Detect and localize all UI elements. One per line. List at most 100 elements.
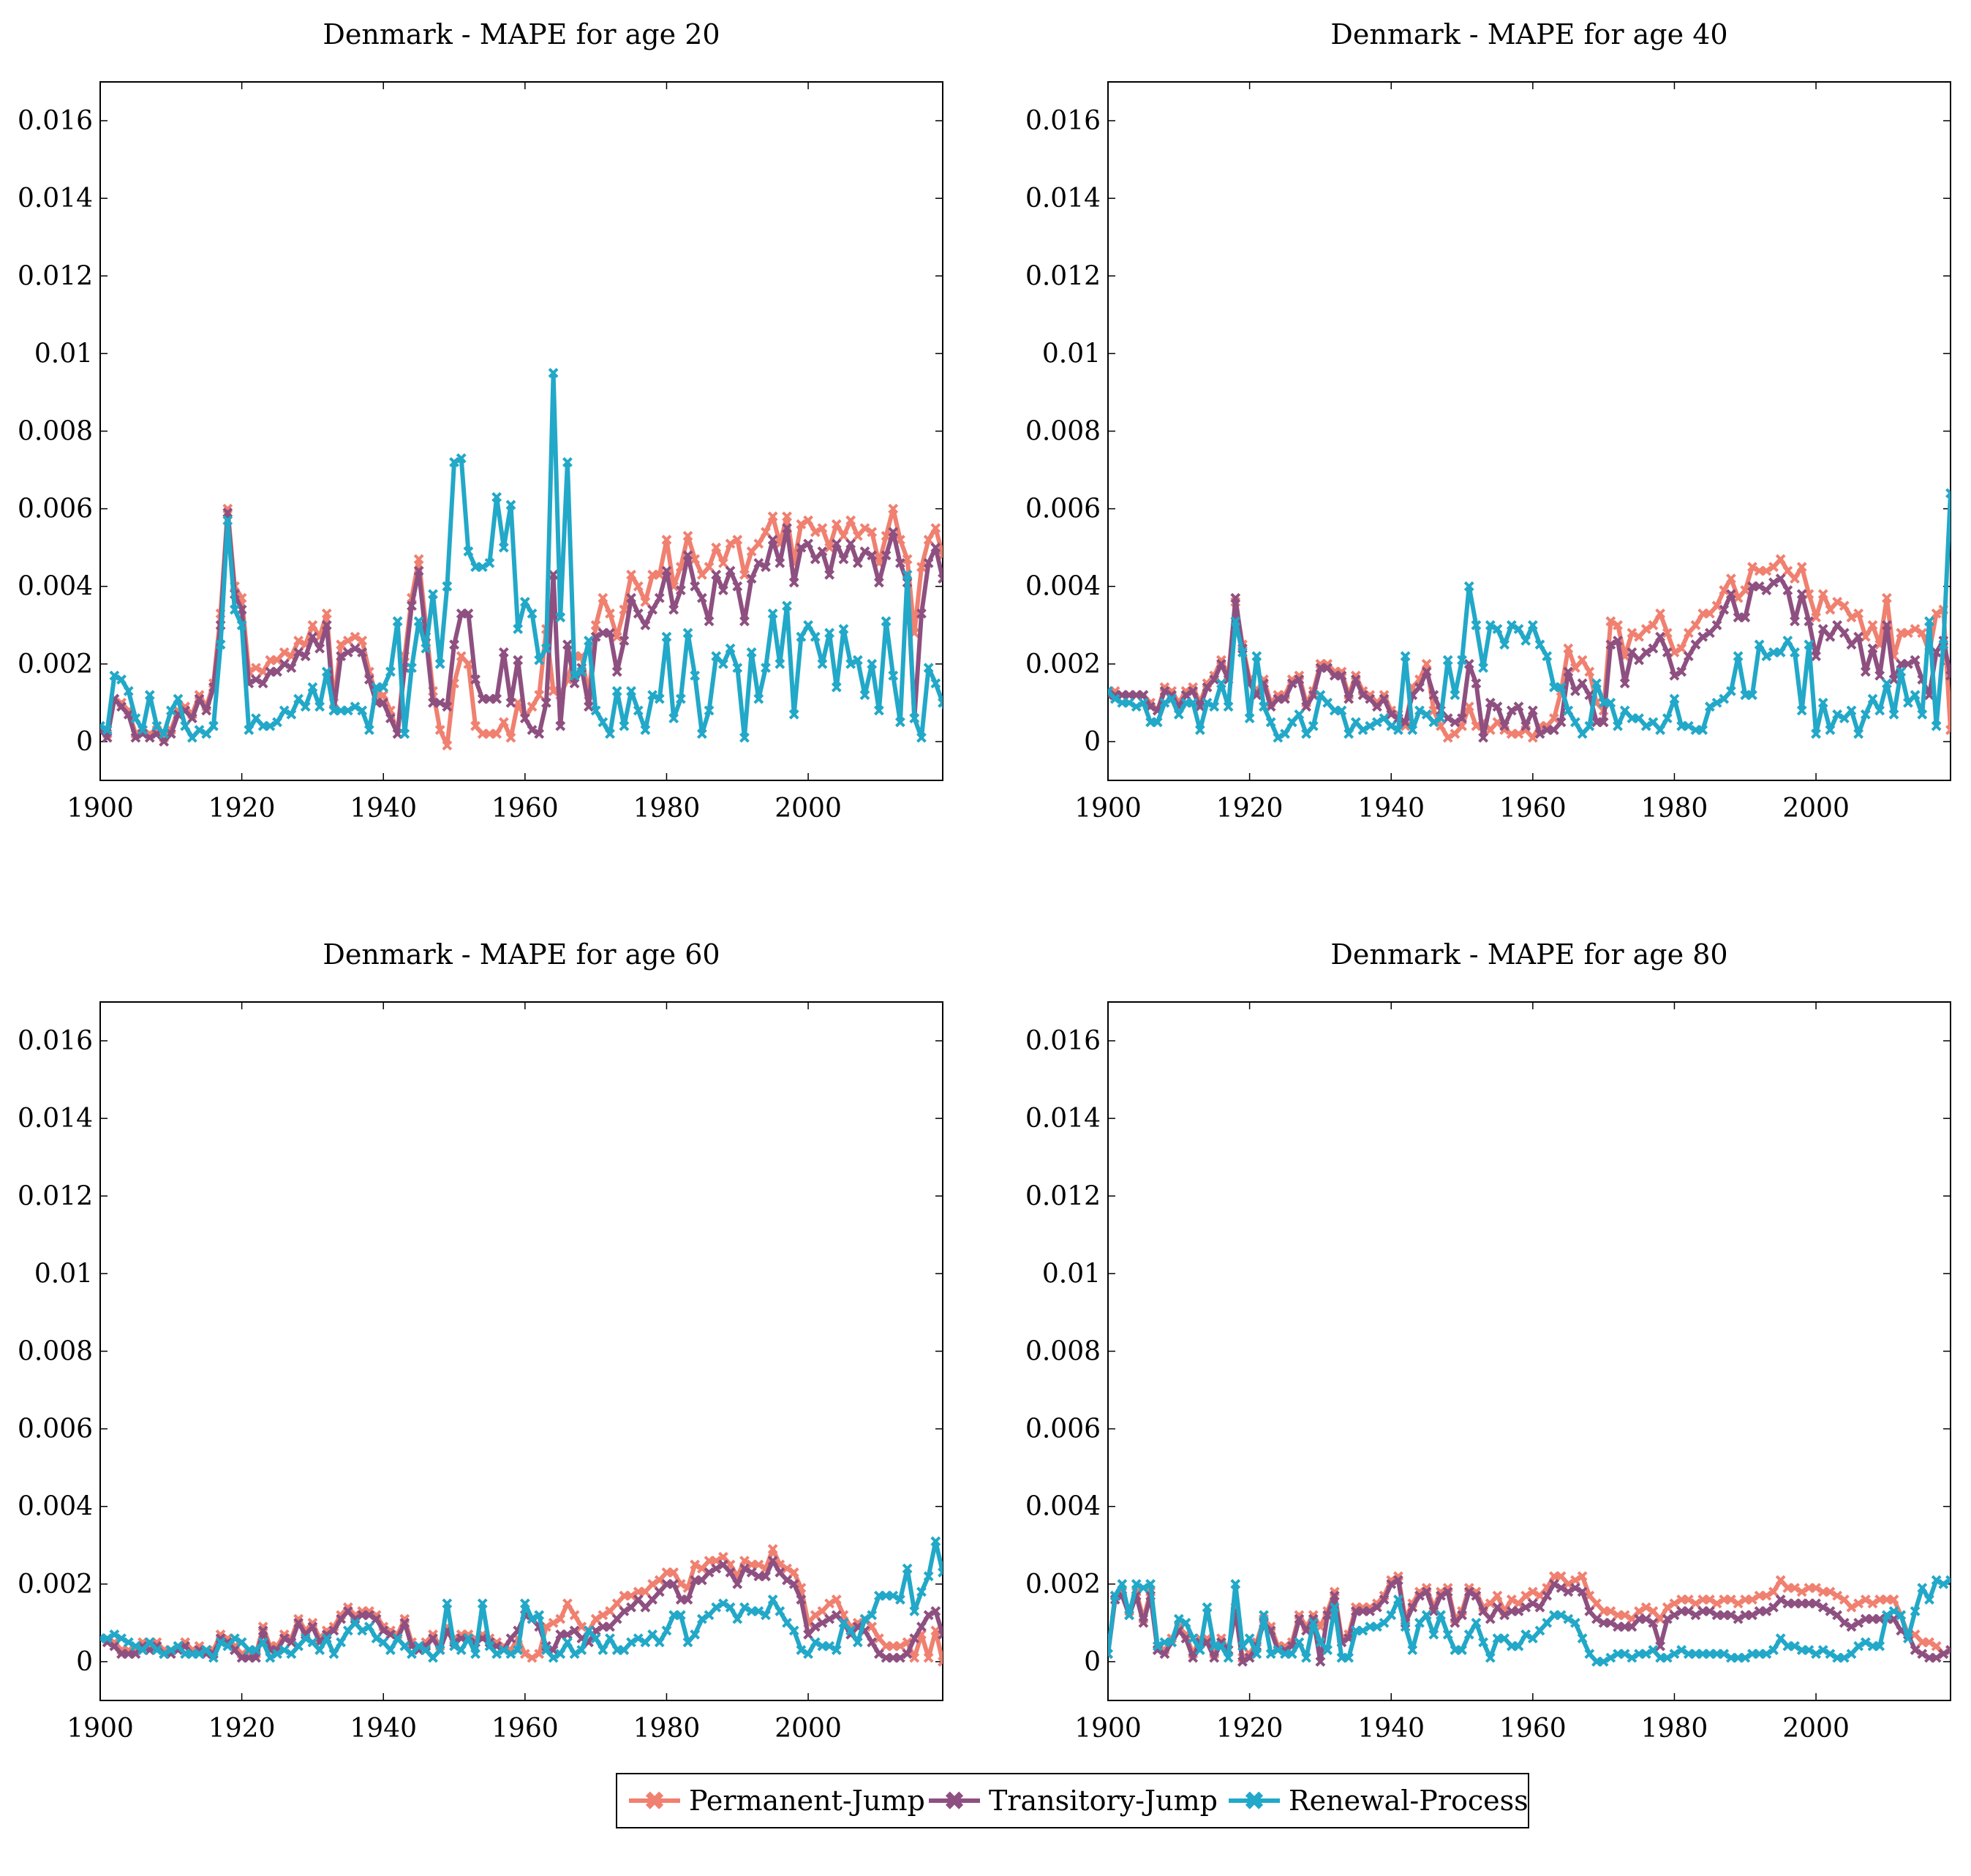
y-tick-label: 0.01 xyxy=(34,1259,93,1289)
data-point xyxy=(605,728,615,739)
data-point xyxy=(562,1598,573,1609)
data-point xyxy=(1697,725,1708,735)
data-point xyxy=(421,1645,431,1655)
data-point xyxy=(782,1617,792,1628)
data-point xyxy=(456,651,467,662)
data-point xyxy=(803,515,813,526)
data-point xyxy=(859,690,870,701)
data-point xyxy=(378,697,389,708)
data-point xyxy=(1463,658,1474,669)
data-point xyxy=(293,693,304,704)
data-point xyxy=(208,720,219,731)
data-point xyxy=(1711,697,1722,708)
data-point xyxy=(1173,709,1184,720)
data-point xyxy=(1662,1613,1673,1624)
y-tick-label: 0.016 xyxy=(1025,1026,1101,1056)
data-point xyxy=(1846,1602,1857,1613)
data-point xyxy=(930,1625,941,1636)
data-point xyxy=(1640,1613,1651,1624)
data-point xyxy=(576,1621,587,1632)
panel-title: Denmark - MAPE for age 60 xyxy=(323,938,720,971)
data-point xyxy=(1457,713,1467,724)
data-point xyxy=(230,1645,240,1655)
data-point xyxy=(1223,701,1234,712)
x-tick-label: 1980 xyxy=(633,1714,701,1744)
y-tick-label: 0.016 xyxy=(18,106,93,136)
data-point xyxy=(640,597,651,607)
y-tick-label: 0.014 xyxy=(1025,184,1101,214)
data-point xyxy=(1896,1610,1907,1621)
panel-title: Denmark - MAPE for age 40 xyxy=(1330,18,1727,50)
data-point xyxy=(711,1602,722,1613)
y-tick-label: 0.012 xyxy=(1025,261,1101,291)
data-point xyxy=(1570,1617,1580,1628)
data-point xyxy=(1563,1613,1574,1624)
data-point xyxy=(385,1629,396,1640)
data-point xyxy=(272,717,282,728)
legend-marker: ✖ xyxy=(1244,1787,1265,1816)
data-point xyxy=(1839,600,1850,611)
data-point xyxy=(1634,1606,1644,1616)
data-point xyxy=(1542,651,1553,662)
data-point xyxy=(1407,1602,1418,1613)
data-point xyxy=(1436,720,1446,731)
y-tick-label: 0.006 xyxy=(18,494,93,524)
data-point xyxy=(711,1556,722,1566)
data-point xyxy=(477,1598,488,1609)
data-point xyxy=(717,1598,728,1609)
data-point xyxy=(342,705,353,716)
data-point xyxy=(1436,1590,1446,1601)
data-point xyxy=(1414,1617,1425,1628)
data-point xyxy=(647,1594,658,1605)
data-point xyxy=(1450,690,1461,701)
data-point xyxy=(279,658,290,669)
data-point xyxy=(1244,713,1255,724)
data-point xyxy=(938,1567,943,1578)
data-point xyxy=(1945,670,1951,681)
data-point xyxy=(1152,717,1163,728)
data-point xyxy=(1704,1606,1715,1616)
data-point xyxy=(1167,693,1177,704)
data-point xyxy=(513,624,524,634)
data-point xyxy=(1478,663,1488,674)
data-point xyxy=(902,1563,913,1574)
data-point xyxy=(654,1575,665,1586)
data-point xyxy=(1839,628,1850,638)
series-markers-renewal-process xyxy=(1108,488,1951,743)
data-point xyxy=(1513,624,1524,634)
data-point xyxy=(788,1625,799,1636)
series-markers-transitory-jump xyxy=(1108,573,1951,743)
data-point xyxy=(1499,1633,1510,1644)
data-point xyxy=(1669,1649,1680,1660)
data-point xyxy=(1265,1649,1276,1660)
data-point xyxy=(1280,693,1290,704)
x-tick-label: 2000 xyxy=(775,1714,842,1744)
data-point xyxy=(711,542,722,553)
data-point xyxy=(810,527,821,538)
y-tick-label: 0.002 xyxy=(1025,1570,1101,1600)
data-point xyxy=(916,732,927,743)
data-point xyxy=(569,1649,580,1660)
data-point xyxy=(647,1578,658,1589)
series-markers-renewal-process xyxy=(100,1536,943,1663)
data-point xyxy=(540,1645,551,1655)
data-point xyxy=(1407,725,1418,735)
data-point xyxy=(831,1645,842,1655)
data-point xyxy=(1371,1602,1382,1613)
data-point xyxy=(1881,592,1892,603)
data-point xyxy=(336,651,347,662)
data-point xyxy=(1782,565,1793,576)
data-point xyxy=(257,678,268,689)
data-point xyxy=(782,523,792,534)
data-point xyxy=(803,1629,813,1640)
data-point xyxy=(746,546,757,557)
data-point xyxy=(357,705,368,716)
data-point xyxy=(1336,705,1347,716)
data-point xyxy=(1513,1606,1524,1616)
data-point xyxy=(1804,1645,1814,1655)
data-point xyxy=(1188,686,1199,696)
data-point xyxy=(1392,1594,1403,1605)
data-point xyxy=(1598,1657,1609,1667)
data-point xyxy=(1315,690,1326,701)
data-point xyxy=(399,728,410,739)
